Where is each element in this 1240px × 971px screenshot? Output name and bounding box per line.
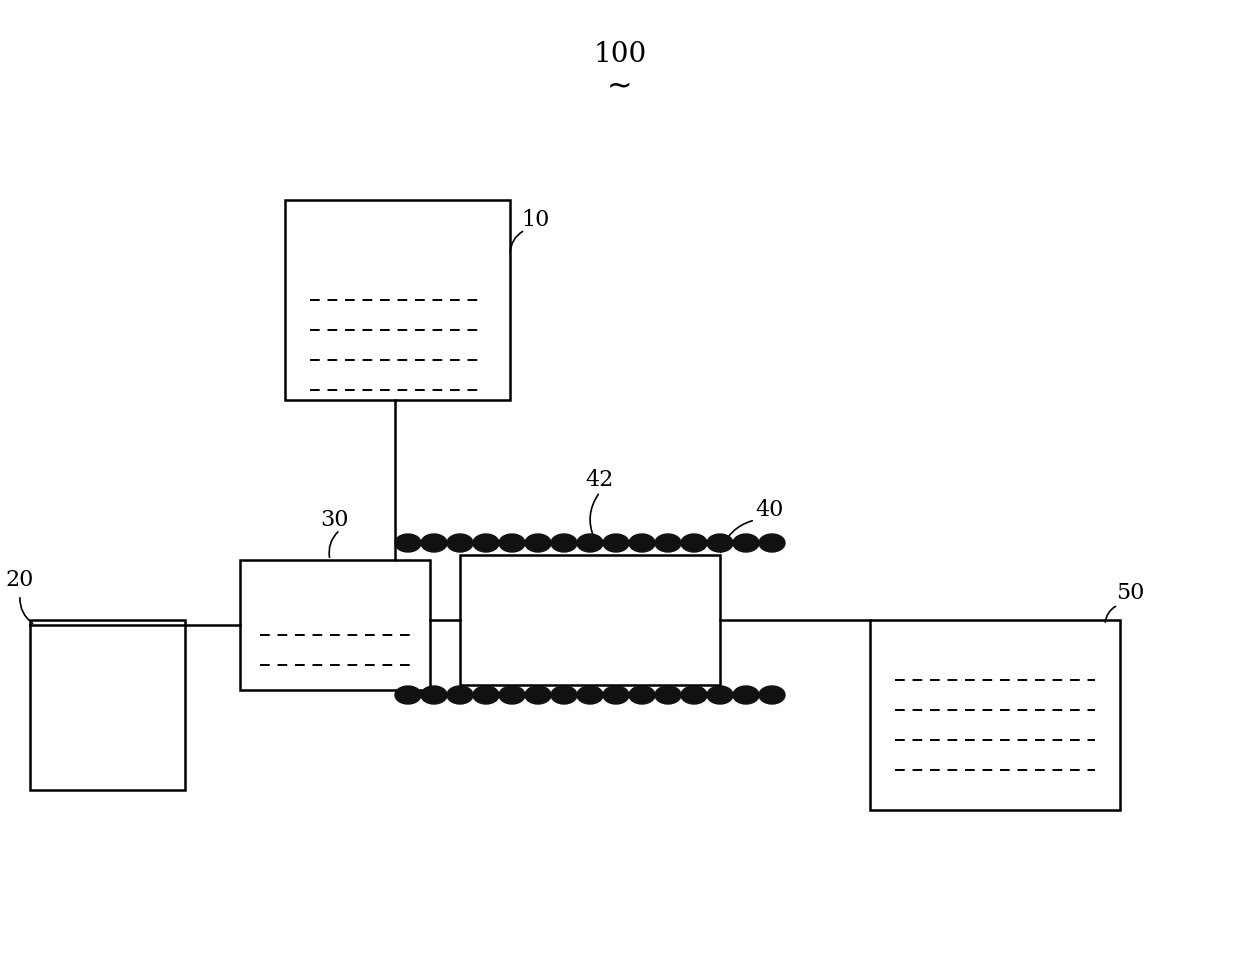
Text: 40: 40 [756, 499, 784, 521]
Ellipse shape [707, 534, 733, 552]
Ellipse shape [629, 534, 655, 552]
Bar [460, 555, 720, 685]
Ellipse shape [655, 686, 681, 704]
Ellipse shape [681, 686, 707, 704]
Ellipse shape [759, 534, 785, 552]
Ellipse shape [396, 534, 422, 552]
Text: 100: 100 [594, 42, 646, 69]
Ellipse shape [446, 534, 472, 552]
Ellipse shape [422, 534, 446, 552]
Text: 42: 42 [585, 469, 614, 491]
Ellipse shape [681, 534, 707, 552]
Text: 10: 10 [521, 209, 549, 231]
Bar [285, 200, 510, 400]
Ellipse shape [551, 534, 577, 552]
Ellipse shape [733, 686, 759, 704]
Text: ∼: ∼ [608, 73, 632, 102]
Ellipse shape [551, 686, 577, 704]
Ellipse shape [396, 686, 422, 704]
Ellipse shape [629, 686, 655, 704]
Ellipse shape [759, 686, 785, 704]
Ellipse shape [498, 686, 525, 704]
Ellipse shape [707, 686, 733, 704]
Ellipse shape [577, 686, 603, 704]
Ellipse shape [422, 686, 446, 704]
Text: 20: 20 [6, 569, 35, 591]
Bar [30, 620, 185, 790]
Ellipse shape [525, 686, 551, 704]
Ellipse shape [525, 534, 551, 552]
Text: 50: 50 [1116, 582, 1145, 604]
Bar [870, 620, 1120, 810]
Bar [241, 560, 430, 690]
Text: 30: 30 [321, 509, 350, 531]
Ellipse shape [472, 686, 498, 704]
Ellipse shape [498, 534, 525, 552]
Ellipse shape [446, 686, 472, 704]
Ellipse shape [733, 534, 759, 552]
Ellipse shape [603, 534, 629, 552]
Ellipse shape [603, 686, 629, 704]
Ellipse shape [655, 534, 681, 552]
Ellipse shape [577, 534, 603, 552]
Ellipse shape [472, 534, 498, 552]
